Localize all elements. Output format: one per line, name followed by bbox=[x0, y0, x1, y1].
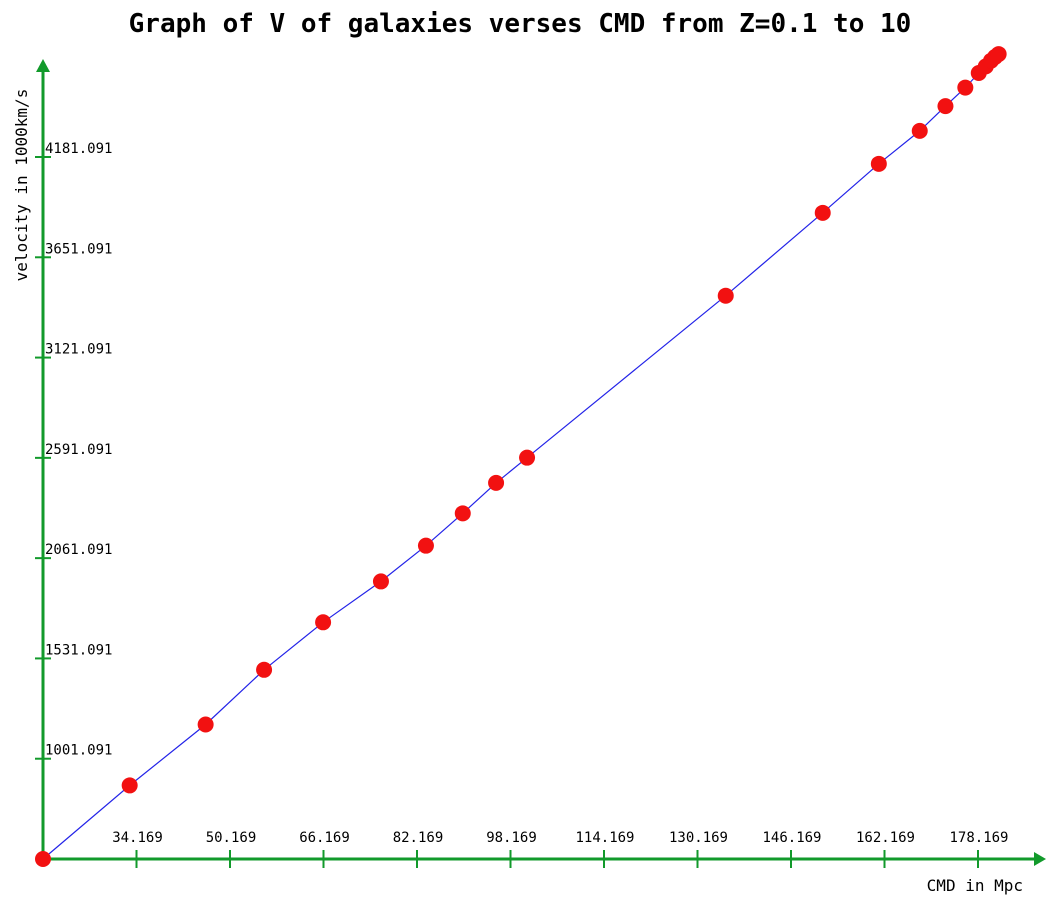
x-tick-label: 114.169 bbox=[575, 830, 634, 846]
x-tick-label: 178.169 bbox=[949, 830, 1008, 846]
chart-title: Graph of V of galaxies verses CMD from Z… bbox=[129, 9, 912, 39]
y-tick-label: 1531.091 bbox=[45, 642, 112, 658]
series-points-group bbox=[35, 46, 1007, 867]
y-tick-label: 4181.091 bbox=[45, 141, 112, 157]
data-point bbox=[911, 122, 928, 139]
x-axis-ticks: 34.169 50.169 66.169 82.169 98.169 114.169 130… bbox=[112, 830, 1009, 868]
data-point bbox=[372, 573, 389, 590]
x-tick-label: 146.169 bbox=[762, 830, 821, 846]
y-tick-label: 2061.091 bbox=[45, 542, 112, 558]
x-tick-label: 162.169 bbox=[856, 830, 915, 846]
data-point bbox=[519, 449, 536, 466]
x-tick-label: 34.169 bbox=[112, 830, 163, 846]
axes bbox=[36, 59, 1046, 866]
data-point bbox=[990, 46, 1007, 63]
y-axis-ticks: 1001.091 1531.091 2061.091 2591.091 3121.091… bbox=[35, 141, 112, 760]
data-point bbox=[121, 777, 138, 794]
x-tick-label: 50.169 bbox=[206, 830, 257, 846]
data-point bbox=[937, 98, 954, 115]
y-axis-title: velocity in 1000km/s bbox=[12, 89, 31, 282]
y-tick-label: 2591.091 bbox=[45, 442, 112, 458]
y-tick-label: 3651.091 bbox=[45, 241, 112, 257]
data-point bbox=[814, 204, 831, 221]
data-point bbox=[870, 155, 887, 172]
y-axis-arrow bbox=[36, 59, 50, 72]
data-point bbox=[957, 79, 974, 96]
data-point bbox=[488, 474, 505, 491]
x-tick-label: 98.169 bbox=[486, 830, 537, 846]
x-axis-arrow bbox=[1034, 852, 1046, 866]
x-tick-label: 82.169 bbox=[393, 830, 444, 846]
data-point bbox=[315, 614, 332, 631]
data-point bbox=[417, 537, 434, 554]
y-tick-label: 3121.091 bbox=[45, 342, 112, 358]
x-tick-label: 66.169 bbox=[299, 830, 350, 846]
y-tick-label: 1001.091 bbox=[45, 743, 112, 759]
x-tick-label: 130.169 bbox=[669, 830, 728, 846]
data-point bbox=[454, 505, 471, 522]
data-point bbox=[256, 661, 273, 678]
data-point bbox=[197, 716, 214, 733]
data-point bbox=[35, 851, 51, 867]
x-axis-title: CMD in Mpc bbox=[927, 876, 1023, 895]
data-point bbox=[717, 287, 734, 304]
